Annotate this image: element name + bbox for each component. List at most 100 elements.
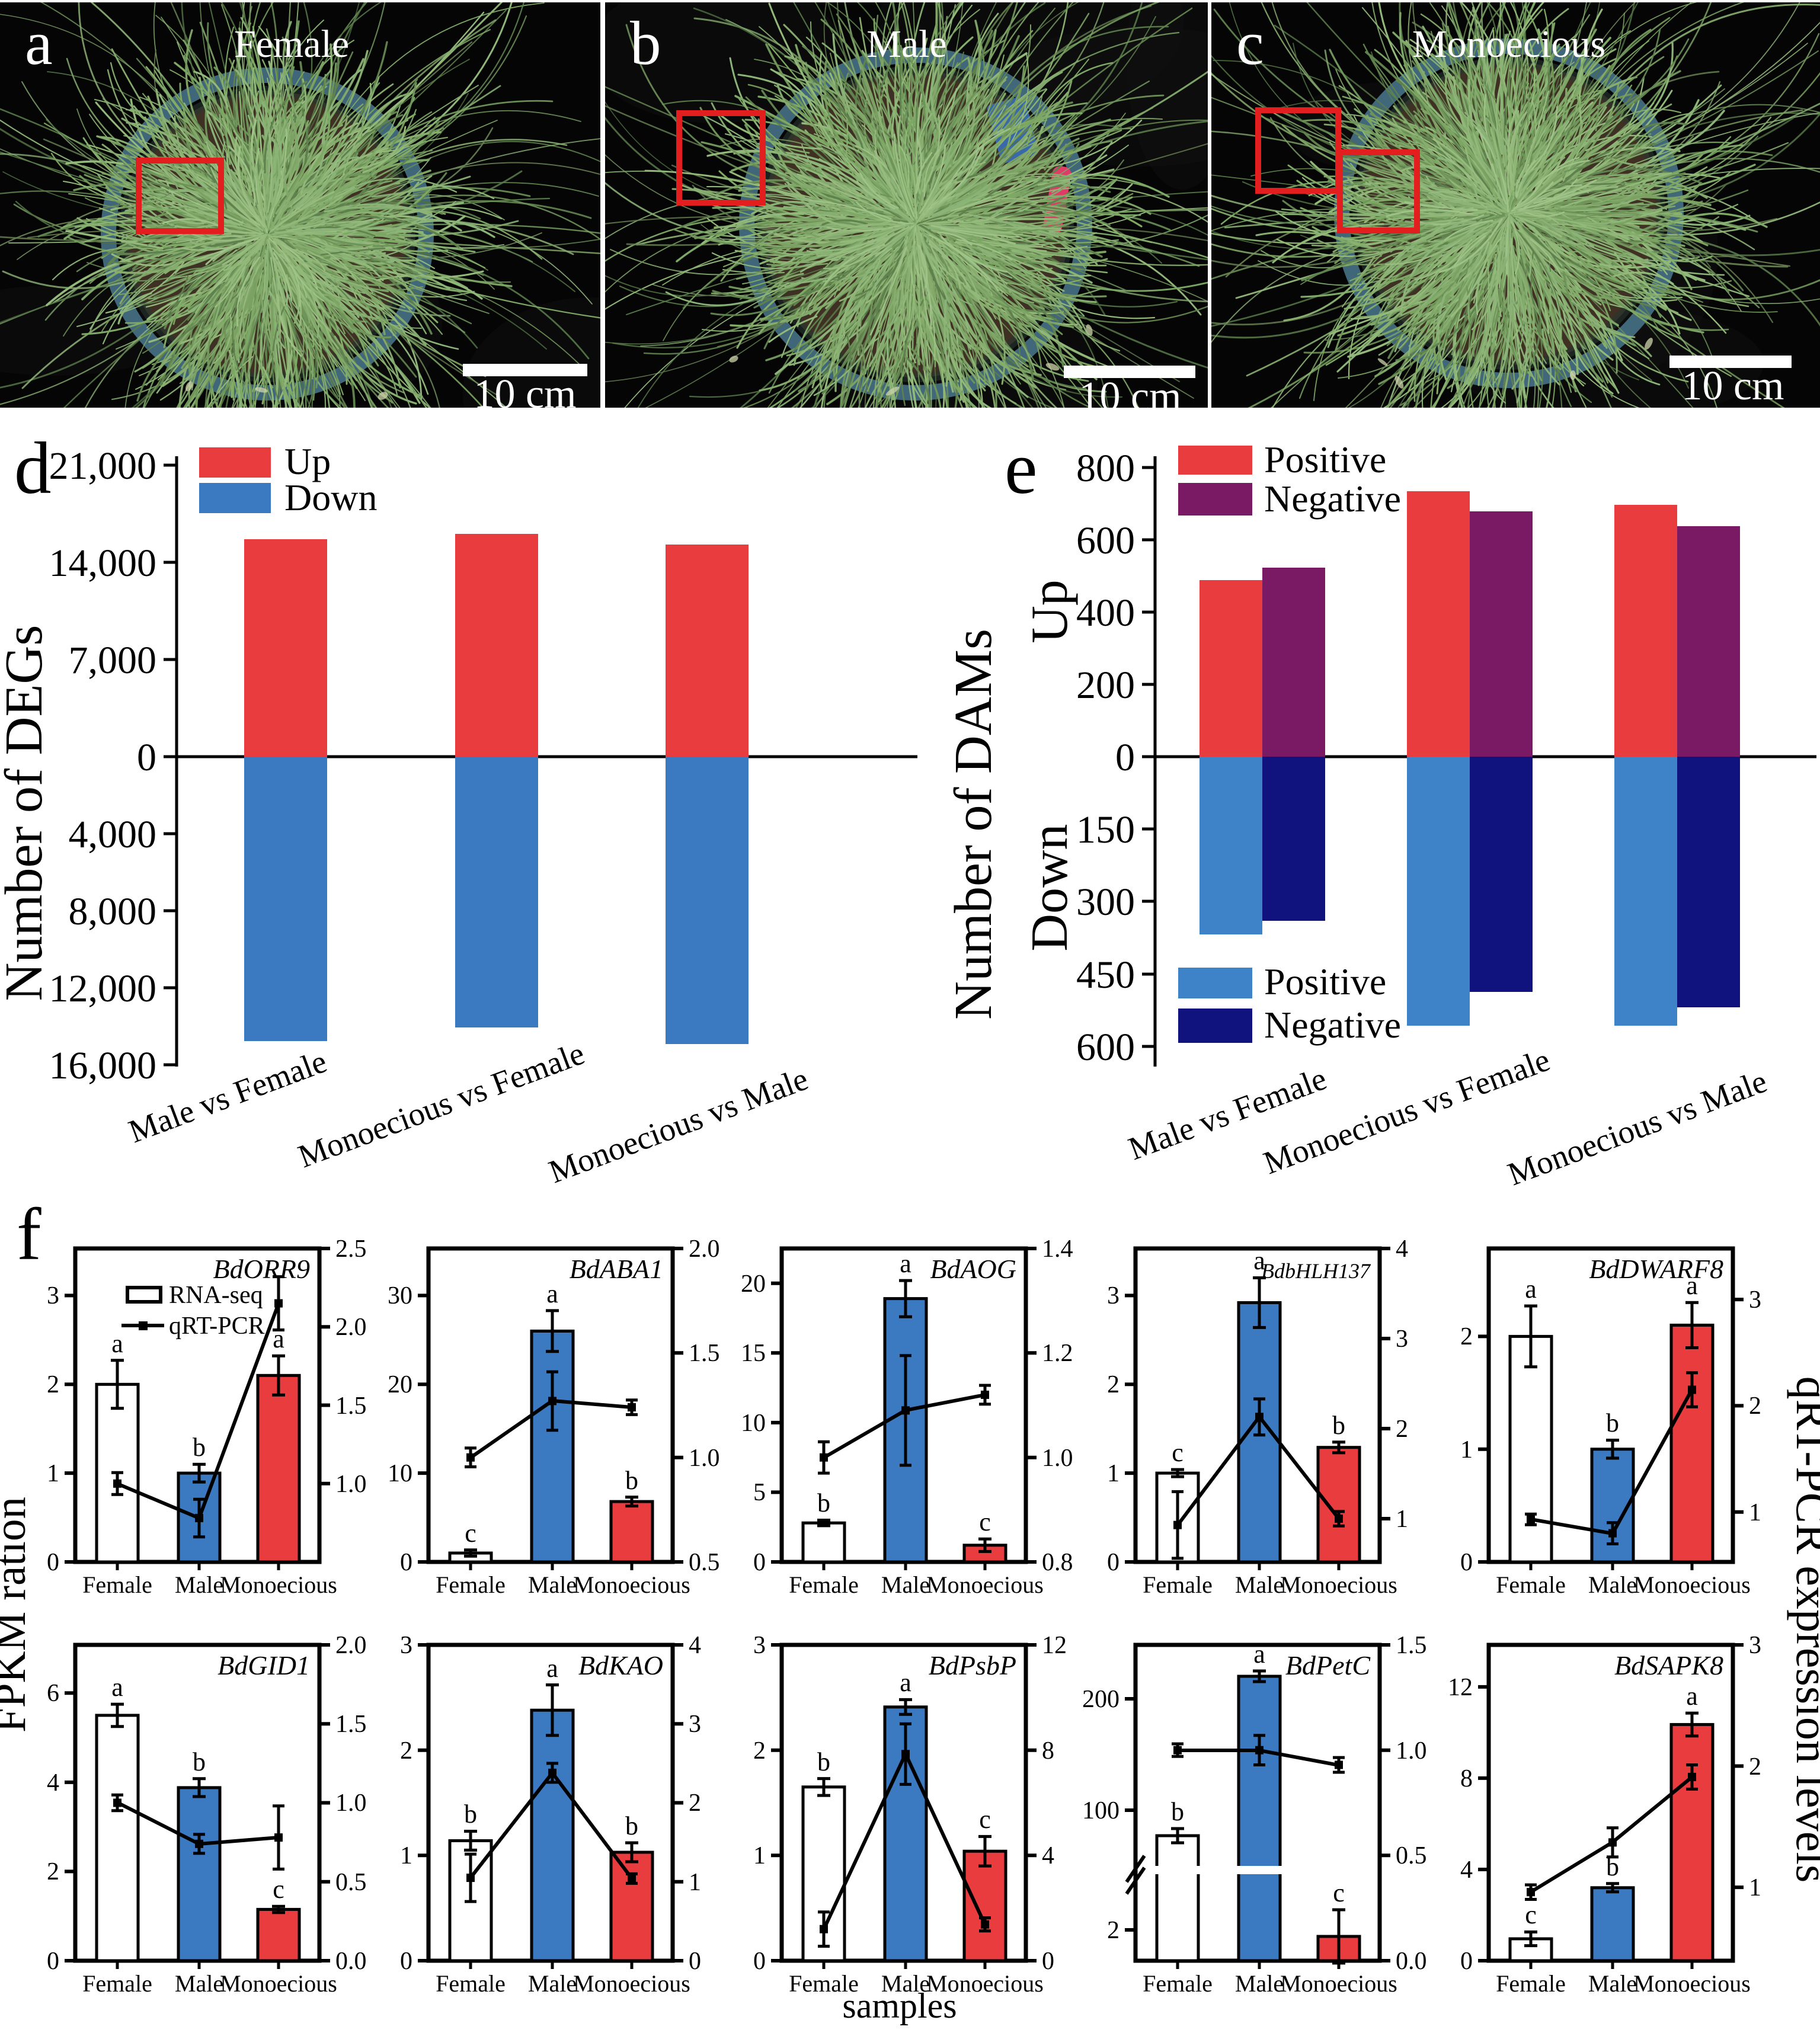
svg-text:800: 800 (1076, 447, 1135, 490)
svg-text:10: 10 (388, 1460, 412, 1487)
svg-text:FPKM ration: FPKM ration (0, 1497, 35, 1733)
svg-text:BdABA1: BdABA1 (570, 1254, 663, 1284)
svg-text:BdKAO: BdKAO (578, 1650, 663, 1680)
svg-text:10 cm: 10 cm (1079, 374, 1181, 420)
svg-text:a: a (1253, 1246, 1265, 1275)
svg-text:a: a (900, 1668, 911, 1697)
svg-text:Monoecious: Monoecious (573, 1970, 690, 1997)
svg-text:b: b (625, 1811, 638, 1840)
svg-text:Monoecious: Monoecious (573, 1571, 690, 1598)
svg-text:0: 0 (1460, 1549, 1473, 1576)
svg-text:Negative: Negative (1264, 478, 1401, 520)
svg-text:2: 2 (400, 1737, 412, 1765)
svg-text:0: 0 (47, 1948, 59, 1975)
svg-text:200: 200 (1082, 1686, 1119, 1713)
svg-text:BdPsbP: BdPsbP (929, 1650, 1016, 1680)
svg-text:Monoecious: Monoecious (926, 1571, 1044, 1598)
svg-text:Male: Male (1588, 1970, 1637, 1997)
svg-text:e: e (1005, 428, 1037, 510)
svg-text:600: 600 (1076, 519, 1135, 562)
svg-text:20: 20 (388, 1371, 412, 1398)
svg-text:Female: Female (1496, 1571, 1566, 1598)
svg-text:Number of DAMs: Number of DAMs (944, 629, 1003, 1020)
svg-text:4: 4 (47, 1769, 59, 1797)
svg-text:7,000: 7,000 (69, 639, 157, 682)
svg-text:1.0: 1.0 (335, 1789, 367, 1817)
svg-text:0: 0 (753, 1948, 766, 1975)
svg-text:1.0: 1.0 (335, 1471, 367, 1498)
svg-text:Up: Up (1021, 580, 1079, 643)
svg-text:c: c (465, 1519, 476, 1548)
svg-text:a: a (25, 8, 53, 78)
svg-text:c: c (273, 1875, 284, 1904)
svg-text:1.2: 1.2 (1042, 1340, 1073, 1367)
svg-text:6: 6 (47, 1680, 59, 1707)
svg-text:12: 12 (1448, 1674, 1473, 1701)
svg-text:a: a (273, 1324, 284, 1353)
svg-text:b: b (193, 1433, 206, 1462)
svg-text:Male: Male (175, 1970, 223, 1997)
svg-text:Monoecious: Monoecious (1412, 23, 1605, 66)
svg-text:2.0: 2.0 (335, 1314, 367, 1341)
svg-text:qRT-PCR expression levels: qRT-PCR expression levels (1787, 1376, 1820, 1883)
svg-text:b: b (1606, 1852, 1619, 1881)
svg-text:Female: Female (789, 1970, 859, 1997)
svg-text:Monoecious: Monoecious (1633, 1970, 1751, 1997)
svg-text:12: 12 (1042, 1632, 1067, 1659)
svg-text:Male: Male (1235, 1571, 1284, 1598)
svg-text:0: 0 (689, 1948, 701, 1975)
svg-text:Male: Male (175, 1571, 223, 1598)
svg-text:150: 150 (1076, 808, 1135, 851)
svg-text:a: a (111, 1329, 123, 1358)
svg-text:3: 3 (753, 1632, 766, 1659)
svg-text:BdGID1: BdGID1 (217, 1650, 310, 1680)
svg-text:0.5: 0.5 (1396, 1842, 1427, 1869)
svg-text:c: c (1333, 1878, 1345, 1907)
svg-text:0.5: 0.5 (689, 1549, 720, 1576)
svg-text:Male: Male (881, 1571, 930, 1598)
svg-text:Female: Female (82, 1571, 152, 1598)
svg-text:Monoecious: Monoecious (1280, 1571, 1397, 1598)
svg-text:a: a (1686, 1682, 1698, 1711)
svg-text:600: 600 (1076, 1026, 1135, 1069)
svg-text:1.5: 1.5 (1396, 1632, 1427, 1659)
svg-text:a: a (1253, 1640, 1265, 1669)
svg-text:a: a (1525, 1275, 1537, 1304)
svg-text:1.0: 1.0 (1042, 1445, 1073, 1472)
svg-text:0: 0 (1042, 1948, 1054, 1975)
svg-text:8: 8 (1460, 1765, 1473, 1792)
svg-text:300: 300 (1076, 881, 1135, 924)
svg-text:Number of DEGs: Number of DEGs (0, 625, 53, 1001)
svg-text:Female: Female (436, 1571, 506, 1598)
svg-text:3: 3 (47, 1282, 59, 1310)
svg-text:20: 20 (741, 1270, 766, 1298)
svg-text:b: b (817, 1488, 830, 1517)
svg-text:3: 3 (689, 1711, 701, 1738)
svg-text:3: 3 (400, 1632, 412, 1659)
svg-text:Male: Male (528, 1970, 577, 1997)
svg-text:Female: Female (1143, 1970, 1213, 1997)
svg-text:Positive: Positive (1264, 438, 1386, 481)
svg-text:b: b (464, 1800, 477, 1829)
svg-text:b: b (1332, 1411, 1345, 1440)
svg-text:Male: Male (881, 1970, 930, 1997)
svg-text:2: 2 (1460, 1323, 1473, 1350)
svg-text:BdbHLH137: BdbHLH137 (1261, 1259, 1371, 1283)
svg-text:a: a (900, 1249, 911, 1278)
svg-text:0: 0 (1107, 1549, 1119, 1576)
svg-text:Monoecious: Monoecious (1280, 1970, 1397, 1997)
svg-text:4: 4 (1460, 1856, 1473, 1884)
svg-text:10: 10 (741, 1410, 766, 1437)
svg-text:BdPetC: BdPetC (1285, 1650, 1371, 1680)
svg-text:b: b (193, 1747, 206, 1776)
svg-text:2: 2 (47, 1858, 59, 1885)
svg-text:1: 1 (1749, 1874, 1761, 1901)
svg-text:2: 2 (689, 1789, 701, 1817)
svg-text:Male: Male (528, 1571, 577, 1598)
svg-text:0: 0 (137, 736, 156, 779)
svg-text:0: 0 (47, 1549, 59, 1576)
svg-text:RNA-seq: RNA-seq (169, 1282, 263, 1309)
svg-text:0: 0 (400, 1948, 412, 1975)
svg-text:4: 4 (689, 1632, 701, 1659)
svg-text:14,000: 14,000 (49, 542, 157, 585)
